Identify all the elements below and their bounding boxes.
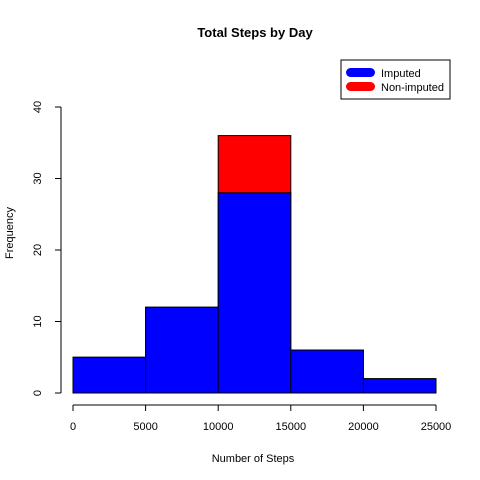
legend-label-imputed: Imputed — [381, 68, 421, 80]
x-tick-label: 20000 — [348, 421, 379, 433]
legend-swatch-imputed — [346, 68, 375, 77]
legend: Imputed Non-imputed — [340, 59, 451, 100]
bars-group — [72, 135, 437, 394]
y-axis: 0 10 20 30 40 — [32, 101, 62, 396]
x-tick-label: 25000 — [421, 421, 452, 433]
y-tick-label: 20 — [32, 244, 44, 256]
y-axis-label: Frequency — [4, 207, 16, 259]
chart-title: Total Steps by Day — [197, 25, 313, 40]
x-axis: 0 5000 10000 15000 20000 25000 — [70, 404, 452, 433]
x-tick-label: 5000 — [133, 421, 157, 433]
x-tick-label: 10000 — [203, 421, 234, 433]
bar-imputed-3 — [290, 349, 364, 394]
x-axis-label: Number of Steps — [212, 453, 295, 465]
bar-imputed-4 — [362, 378, 437, 394]
legend-swatch-non-imputed — [346, 82, 375, 91]
bar-imputed-2 — [217, 192, 292, 394]
bar-imputed-1 — [145, 306, 219, 394]
x-tick-label: 0 — [70, 421, 76, 433]
x-tick-label: 15000 — [276, 421, 307, 433]
y-tick-label: 10 — [32, 315, 44, 327]
y-tick-label: 0 — [32, 390, 44, 396]
y-tick-label: 30 — [32, 172, 44, 184]
bar-imputed-0 — [72, 356, 147, 394]
y-tick-label: 40 — [32, 101, 44, 113]
legend-box — [340, 59, 451, 100]
legend-label-non-imputed: Non-imputed — [381, 82, 444, 94]
